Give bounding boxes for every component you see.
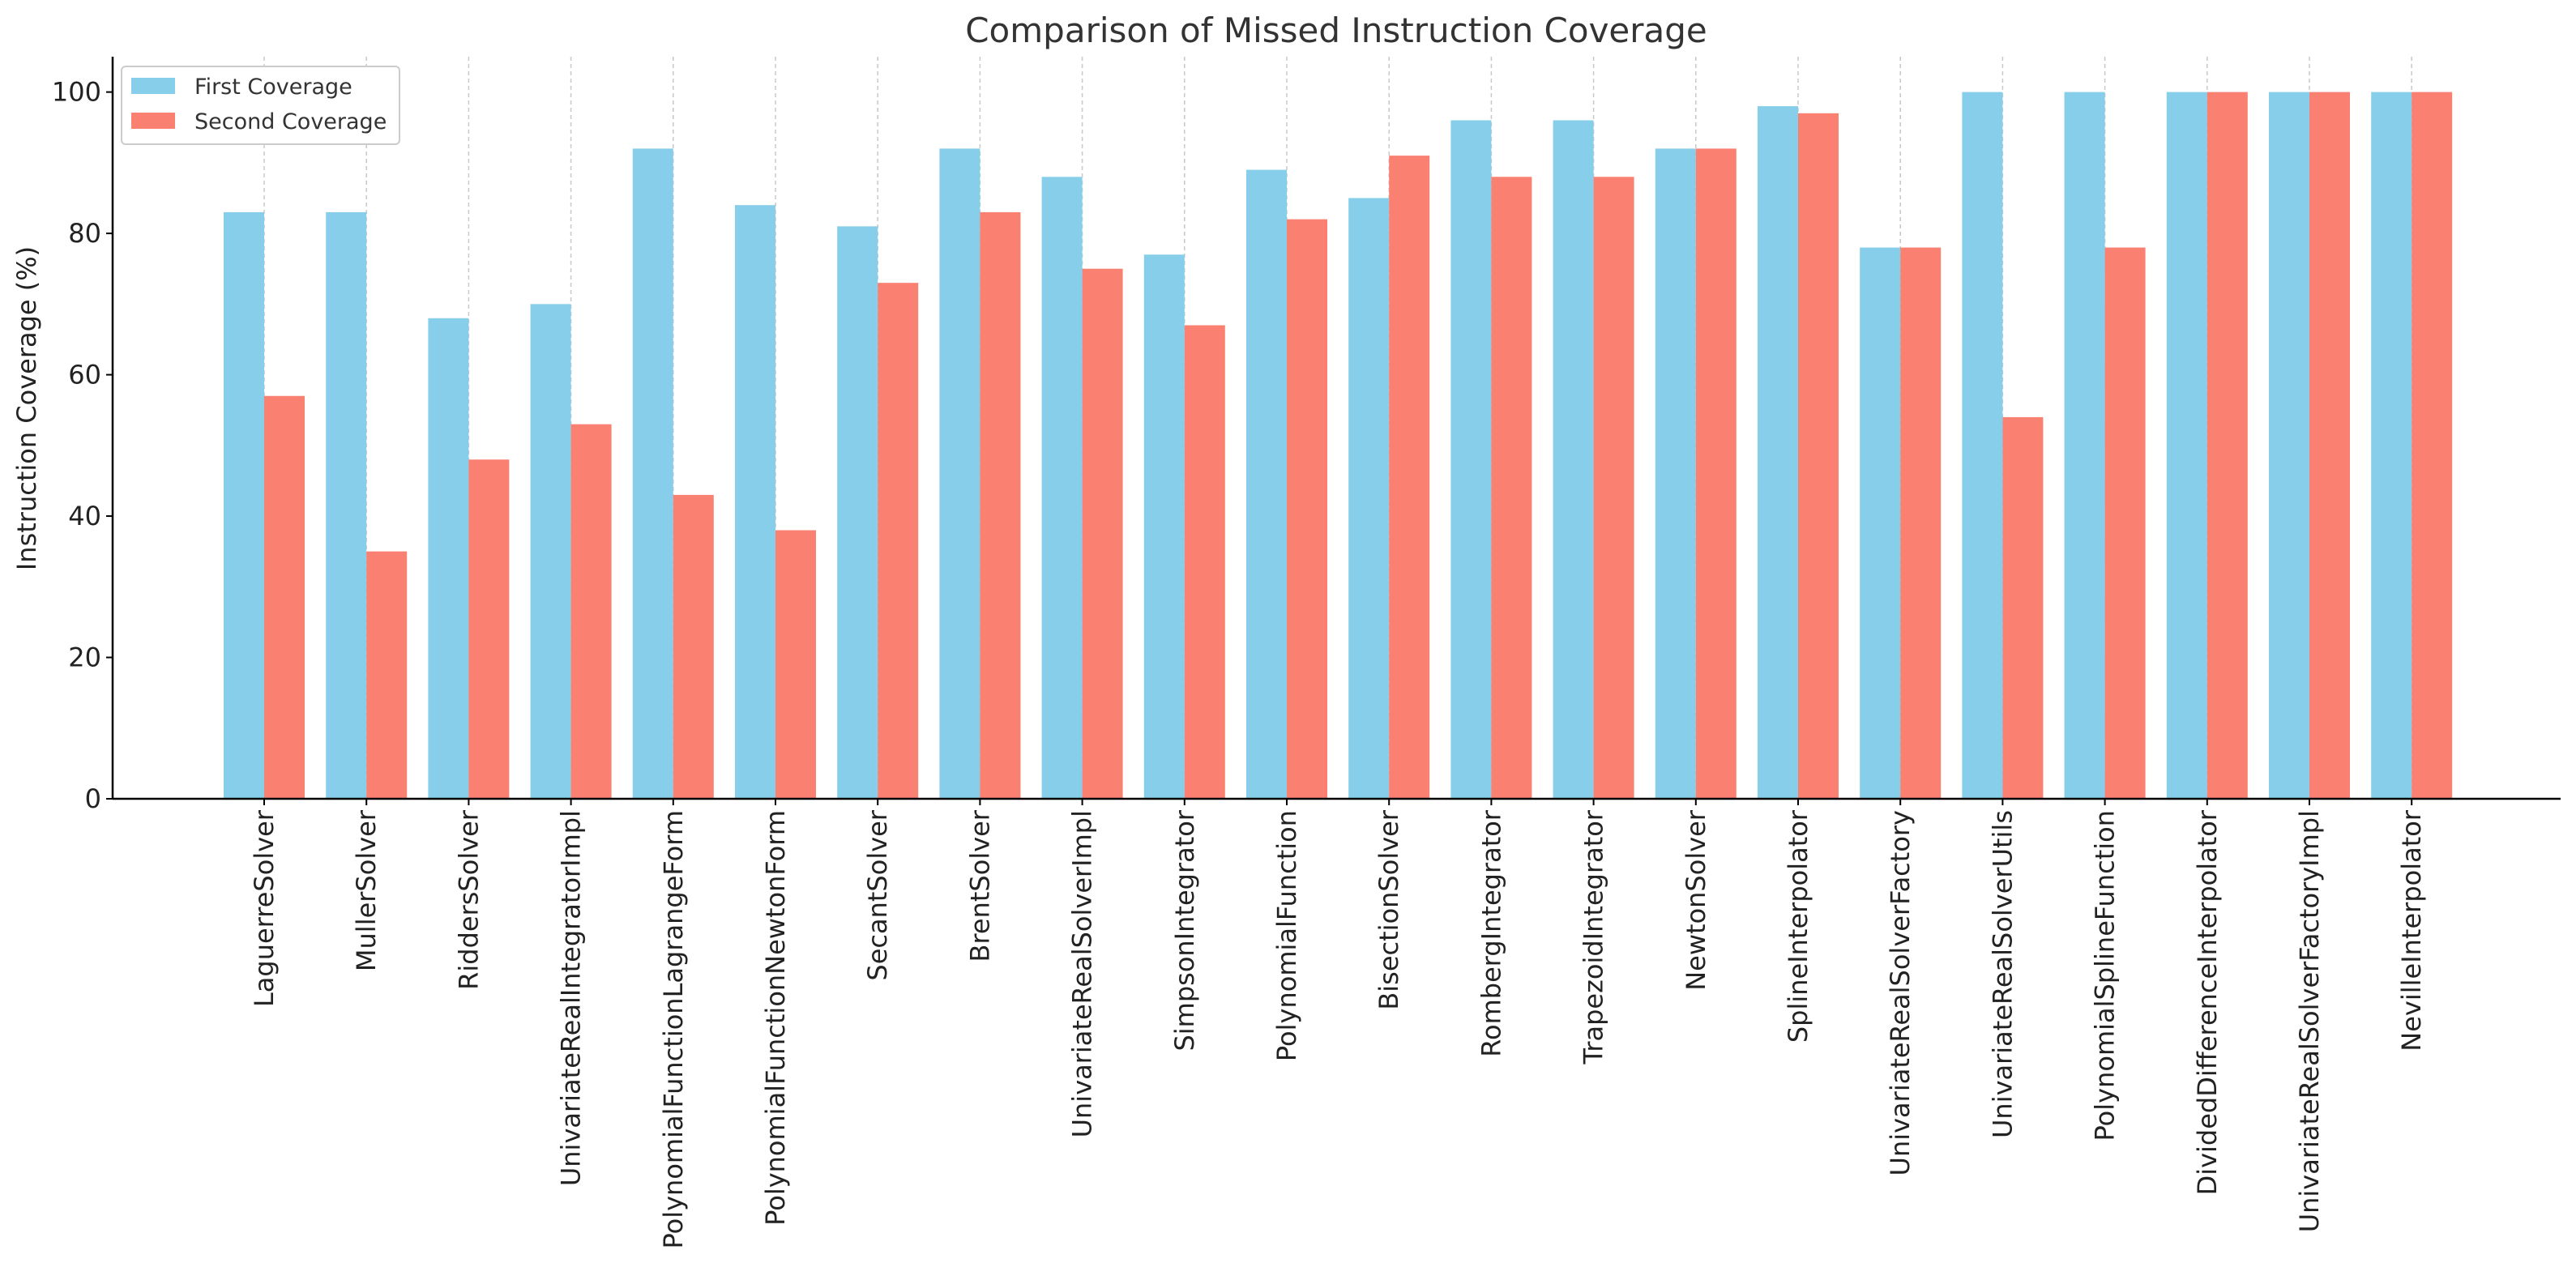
x-ticks: LaguerreSolver MullerSolver RiddersSolver U… [249, 799, 2427, 1249]
bar [1860, 247, 1901, 799]
bar [1962, 92, 2003, 800]
bar [1593, 177, 1634, 800]
y-tick-label: 60 [68, 360, 101, 390]
bar [2206, 92, 2248, 800]
bar [2371, 92, 2412, 800]
legend-swatch-first [131, 78, 175, 94]
x-tick-label: NewtonSolver [1681, 809, 1711, 991]
x-tick-label: PolynomialFunctionLagrangeForm [658, 810, 689, 1249]
bar [2269, 92, 2309, 800]
bar [468, 459, 510, 799]
x-tick-label: UnivariateRealSolverFactoryImpl [2294, 810, 2325, 1232]
x-tick-label: RiddersSolver [453, 809, 484, 990]
bar [1389, 156, 1430, 800]
x-tick-label: PolynomialSplineFunction [2090, 810, 2121, 1141]
bar [366, 551, 408, 799]
bar [1143, 254, 1185, 799]
x-tick-label: PolynomialFunction [1271, 810, 1302, 1061]
x-tick-label: SplineInterpolator [1783, 809, 1813, 1043]
bar [570, 424, 612, 799]
bar [1287, 219, 1327, 800]
y-tick-label: 0 [85, 783, 101, 814]
bar [673, 494, 714, 799]
bar [735, 205, 775, 799]
chart-title: Comparison of Missed Instruction Coverag… [965, 11, 1707, 50]
x-tick-label: UnivariateRealSolverFactory [1885, 810, 1916, 1175]
y-tick-label: 100 [52, 77, 101, 108]
y-tick-label: 40 [68, 501, 101, 531]
legend-box [121, 66, 400, 145]
legend: First Coverage Second Coverage [121, 66, 400, 145]
axes [111, 57, 2561, 800]
bar [530, 304, 571, 799]
y-tick-label: 80 [68, 218, 101, 249]
x-tick-label: NevilleInterpolator [2396, 809, 2427, 1052]
bar [1184, 325, 1225, 799]
bar [1758, 106, 1798, 800]
bar [326, 211, 367, 799]
bar [1450, 120, 1492, 799]
x-tick-label: MullerSolver [351, 809, 382, 971]
bar [980, 211, 1021, 799]
x-tick-label: UnivariateRealSolverImpl [1067, 810, 1098, 1137]
bar [2166, 92, 2207, 800]
bar [2412, 92, 2453, 800]
bar [2104, 247, 2146, 799]
x-tick-label: BisectionSolver [1373, 809, 1404, 1010]
x-tick-label: SimpsonIntegrator [1169, 809, 1200, 1051]
bar [224, 211, 264, 799]
x-tick-label: UnivariateRealSolverUtils [1987, 810, 2018, 1138]
bar [1348, 198, 1390, 799]
y-ticks: 0 20 40 60 80 100 [52, 77, 113, 814]
bar [2309, 92, 2350, 800]
bar [1082, 268, 1123, 799]
legend-label-first: First Coverage [194, 75, 352, 100]
bar [1246, 169, 1287, 800]
bar [1041, 177, 1083, 800]
bar [878, 283, 919, 800]
x-tick-label: SecantSolver [862, 809, 893, 980]
bar [1655, 148, 1696, 799]
legend-label-second: Second Coverage [194, 109, 387, 134]
bar [1553, 120, 1594, 799]
x-tick-label: PolynomialFunctionNewtonForm [760, 810, 791, 1226]
x-tick-label: RombergIntegrator [1476, 809, 1506, 1057]
bar [1491, 177, 1532, 800]
legend-swatch-second [131, 113, 175, 129]
y-tick-label: 20 [68, 642, 101, 673]
y-axis-label: Instruction Coverage (%) [11, 246, 42, 570]
bar [2064, 92, 2105, 800]
x-tick-label: TrapezoidIntegrator [1578, 809, 1609, 1065]
bar [264, 395, 305, 799]
bar [1695, 148, 1737, 799]
bar [428, 318, 469, 799]
x-tick-label: DividedDifferenceInterpolator [2192, 809, 2223, 1195]
x-tick-label: UnivariateRealIntegratorImpl [556, 810, 587, 1186]
bar [2002, 416, 2044, 799]
x-tick-label: BrentSolver [964, 809, 995, 962]
bar [939, 148, 980, 799]
bar [837, 226, 878, 799]
bar [1798, 113, 1839, 800]
bar [775, 530, 816, 799]
x-tick-label: LaguerreSolver [249, 809, 280, 1007]
bar [1900, 247, 1942, 799]
bars [224, 92, 2453, 800]
bar [632, 148, 673, 799]
